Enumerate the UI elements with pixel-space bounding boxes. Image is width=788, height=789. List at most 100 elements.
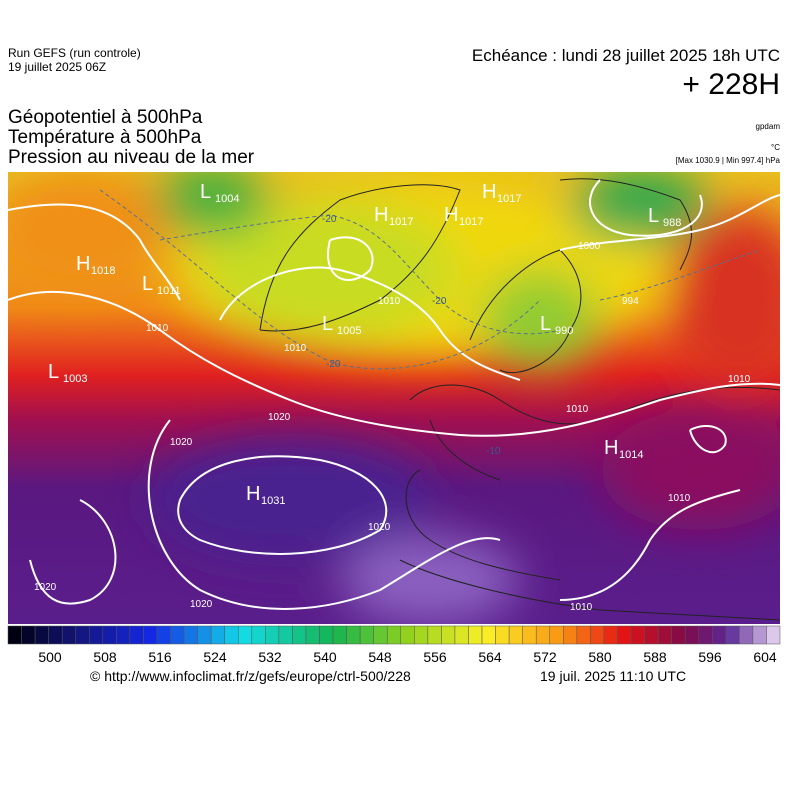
isobar-label: 1020 — [368, 522, 391, 533]
scale-tick-label: 548 — [368, 649, 392, 665]
center-type: L — [322, 313, 333, 335]
scale-swatch — [630, 625, 645, 645]
scale-swatch — [414, 625, 429, 645]
scale-swatch — [671, 625, 686, 645]
isobar-label: 1010 — [378, 296, 401, 307]
scale-swatch — [752, 625, 767, 645]
scale-swatch — [481, 625, 496, 645]
isobar-label: 1010 — [668, 493, 691, 504]
scale-tick-label: 596 — [698, 649, 722, 665]
scale-swatch — [657, 625, 672, 645]
scale-swatch — [210, 625, 225, 645]
title: Température à 500hPa — [8, 127, 202, 148]
scale-tick-label: 572 — [533, 649, 557, 665]
isotherm-label: -10 — [486, 446, 501, 457]
center-value: 1017 — [389, 216, 413, 228]
scale-swatch — [427, 625, 442, 645]
scale-swatch — [319, 625, 334, 645]
scale-swatch — [305, 625, 320, 645]
scale-swatch — [386, 625, 402, 645]
isobar-label: 1000 — [578, 241, 601, 252]
center-value: 1017 — [459, 216, 483, 228]
scale-swatch — [766, 625, 781, 645]
run-label: Run GEFS (run controle) — [8, 46, 141, 60]
scale-swatch — [563, 625, 578, 645]
scale-swatch — [48, 625, 63, 645]
unit: gpdam — [755, 122, 780, 131]
scale-swatch — [535, 625, 551, 645]
scale-swatch — [102, 625, 117, 645]
unit: °C — [771, 143, 780, 152]
center-value: 988 — [663, 217, 681, 229]
isotherm-label: -20 — [326, 359, 341, 370]
scale-swatch — [712, 625, 727, 645]
isobar-label: 1010 — [566, 404, 589, 415]
scale-swatch — [508, 625, 523, 645]
source-url: © http://www.infoclimat.fr/z/gefs/europe… — [90, 668, 411, 684]
center-value: 990 — [555, 325, 573, 337]
scale-swatch — [21, 625, 36, 645]
scale-tick-label: 524 — [203, 649, 227, 665]
scale-swatch — [156, 625, 171, 645]
scale-swatch — [359, 625, 374, 645]
center-type: L — [48, 361, 59, 383]
scale-swatch — [292, 625, 307, 645]
scale-swatch — [251, 625, 266, 645]
isobar-label: 1010 — [284, 343, 307, 354]
center-value: 1003 — [63, 373, 87, 385]
scale-swatch — [237, 625, 253, 645]
center-type: H — [482, 181, 496, 203]
isobar-label: 1010 — [728, 374, 751, 385]
center-type: H — [604, 437, 618, 459]
isobar-label: 1020 — [268, 412, 291, 423]
scale-swatch — [441, 625, 456, 645]
scale-swatch — [61, 625, 76, 645]
scale-swatch — [7, 625, 22, 645]
scale-tick-label: 508 — [93, 649, 117, 665]
isobar-label: 1020 — [34, 582, 57, 593]
center-type: H — [444, 204, 458, 226]
scale-tick-label: 516 — [148, 649, 172, 665]
scale-swatch — [278, 625, 293, 645]
title: Pression au niveau de la mer — [8, 147, 255, 168]
scale-swatch — [34, 625, 49, 645]
scale-swatch — [400, 625, 415, 645]
scale-swatch — [89, 625, 104, 645]
center-value: 1018 — [91, 265, 115, 277]
isotherms — [99, 189, 761, 370]
scale-swatch — [549, 625, 564, 645]
echeance: Echéance : lundi 28 juillet 2025 18h UTC — [471, 46, 780, 65]
run-date: 19 juillet 2025 06Z — [8, 60, 107, 74]
scale-swatch — [183, 625, 198, 645]
scale-swatch — [346, 625, 361, 645]
unit: [Max 1030.9 | Min 997.4] hPa — [675, 156, 780, 165]
scale-swatch — [617, 625, 632, 645]
center-value: 1014 — [619, 449, 643, 461]
scale-tick-label: 604 — [753, 649, 777, 665]
title: Géopotentiel à 500hPa — [8, 107, 203, 128]
center-type: H — [246, 483, 260, 505]
center-type: H — [374, 204, 388, 226]
scale-swatch — [75, 625, 90, 645]
isobars — [8, 179, 780, 610]
scale-swatch — [495, 625, 510, 645]
isotherm-label: -20 — [432, 296, 447, 307]
isobar-label: 1010 — [570, 602, 593, 613]
scale-tick-label: 588 — [643, 649, 667, 665]
scale-swatch — [698, 625, 713, 645]
coastlines — [259, 178, 780, 621]
issue-time: 19 juil. 2025 11:10 UTC — [540, 668, 687, 684]
lead-time: + 228H — [682, 68, 780, 101]
center-value: 1017 — [497, 193, 521, 205]
scale-swatch — [644, 625, 659, 645]
isobar-label: 1020 — [170, 437, 193, 448]
center-value: 1005 — [337, 325, 361, 337]
scale-swatch — [603, 625, 618, 645]
scale-swatch — [454, 625, 469, 645]
scale-tick-label: 564 — [478, 649, 502, 665]
scale-swatch — [522, 625, 537, 645]
scale-tick-label: 580 — [588, 649, 612, 665]
